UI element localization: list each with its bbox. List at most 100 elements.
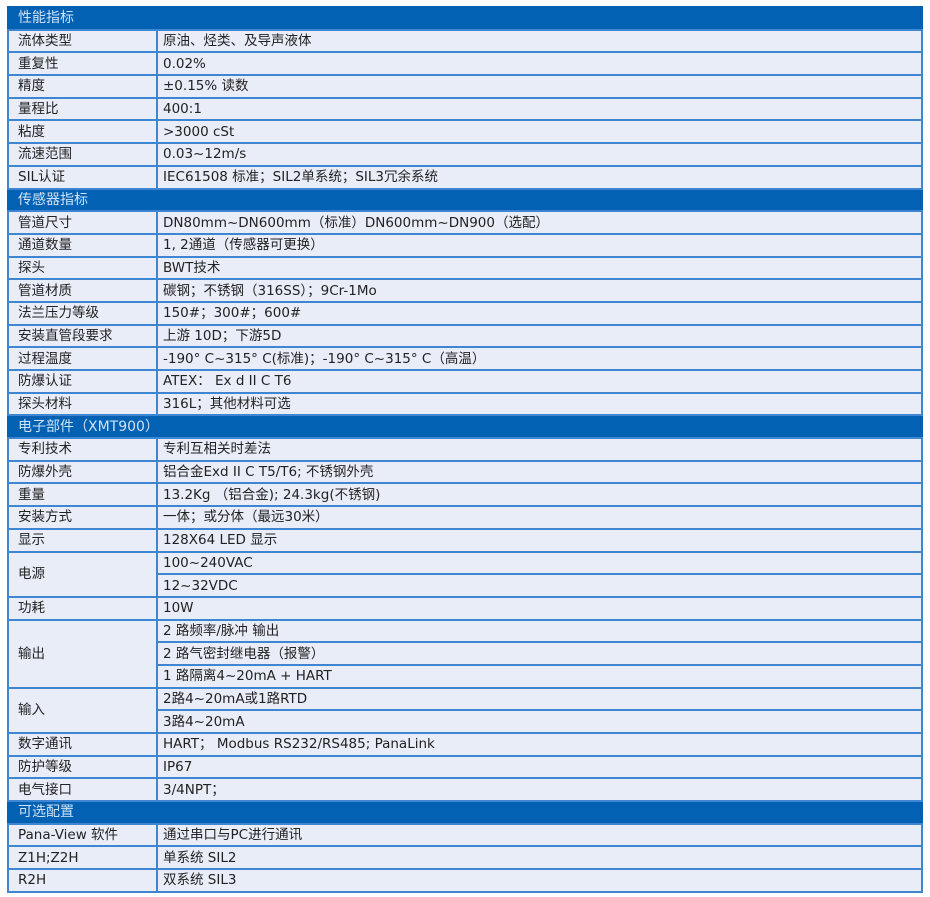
section-title: 电子部件（XMT900）: [7, 414, 923, 440]
table-row: 探头 BWT技术: [7, 255, 923, 281]
spec-value: DN80mm~DN600mm（标准）DN600mm~DN900（选配）: [156, 210, 923, 235]
spec-label: 功耗: [7, 595, 158, 621]
spec-label: SIL认证: [7, 164, 158, 190]
spec-value: 专利互相关时差法: [156, 437, 923, 462]
table-row: 功耗 10W: [7, 595, 923, 621]
spec-label: 通道数量: [7, 232, 158, 258]
spec-label: 流体类型: [7, 28, 158, 54]
spec-value: BWT技术: [156, 255, 923, 281]
table-row: 数字通讯 HART； Modbus RS232/RS485; PanaLink: [7, 732, 923, 757]
table-row: 精度 ±0.15% 读数: [7, 74, 923, 99]
table-row: 管道材质 碳钢；不锈钢（316SS）；9Cr-1Mo: [7, 278, 923, 303]
table-row: 探头材料 316L；其他材料可选: [7, 391, 923, 417]
spec-value: 1 路隔离4~20mA + HART: [156, 663, 923, 689]
table-row: Z1H;Z2H 单系统 SIL2: [7, 845, 923, 871]
spec-label: 电气接口: [7, 777, 158, 803]
spec-label: 防爆认证: [7, 369, 158, 394]
spec-value: 通过串口与PC进行通讯: [156, 822, 923, 848]
spec-value: 原油、烃类、及导声液体: [156, 28, 923, 54]
spec-value: 0.03~12m/s: [156, 142, 923, 167]
spec-value: 3路4~20mA: [156, 709, 923, 734]
spec-label: 输入: [7, 686, 158, 735]
table-row: 防爆外壳 铝合金Exd II C T5/T6; 不锈钢外壳: [7, 459, 923, 485]
spec-label: 重复性: [7, 51, 158, 77]
spec-label: 过程温度: [7, 346, 158, 371]
table-row: 显示 128X64 LED 显示: [7, 527, 923, 553]
spec-value: IEC61508 标准；SIL2单系统；SIL3冗余系统: [156, 164, 923, 190]
table-row: 重量 13.2Kg （铝合金); 24.3kg(不锈钢): [7, 482, 923, 508]
spec-label: 管道材质: [7, 278, 158, 303]
spec-label: R2H: [7, 868, 158, 893]
table-row: 防爆认证 ATEX： Ex d II C T6: [7, 369, 923, 394]
section-title: 性能指标: [7, 6, 923, 31]
spec-value: 316L；其他材料可选: [156, 391, 923, 417]
spec-value: 双系统 SIL3: [156, 868, 923, 893]
section-title: 可选配置: [7, 800, 923, 825]
table-row: 输入 2路4~20mA或1路RTD: [7, 686, 923, 735]
spec-value: 一体；或分体（最远30米）: [156, 505, 923, 530]
spec-value: 2路4~20mA或1路RTD: [156, 686, 923, 712]
spec-label: 探头材料: [7, 391, 158, 417]
spec-label: 精度: [7, 74, 158, 99]
spec-label: 法兰压力等级: [7, 300, 158, 326]
spec-label: 粘度: [7, 119, 158, 145]
spec-value: HART； Modbus RS232/RS485; PanaLink: [156, 732, 923, 757]
table-row: 量程比 400:1: [7, 96, 923, 122]
table-row: 过程温度 -190° C~315° C(标准)；-190° C~315° C（高温…: [7, 346, 923, 371]
spec-value: 150#；300#；600#: [156, 300, 923, 326]
spec-label: 防护等级: [7, 754, 158, 780]
table-row: 2 路气密封继电器（报警）: [8, 641, 923, 666]
spec-label: 安装直管段要求: [7, 323, 158, 349]
section-header-row: 电子部件（XMT900）: [7, 414, 923, 440]
table-row: SIL认证 IEC61508 标准；SIL2单系统；SIL3冗余系统: [7, 164, 923, 190]
table-row: 3路4~20mA: [8, 709, 923, 734]
spec-value: 13.2Kg （铝合金); 24.3kg(不锈钢): [156, 482, 923, 508]
spec-label: 防爆外壳: [7, 459, 158, 485]
spec-label: 管道尺寸: [7, 210, 158, 235]
spec-value: 400:1: [156, 96, 923, 122]
table-row: 粘度 >3000 cSt: [7, 119, 923, 145]
table-row: 通道数量 1, 2通道（传感器可更换）: [7, 232, 923, 258]
table-row: 安装方式 一体；或分体（最远30米）: [7, 505, 923, 530]
table-row: 管道尺寸 DN80mm~DN600mm（标准）DN600mm~DN900（选配）: [7, 210, 923, 235]
spec-value: -190° C~315° C(标准)；-190° C~315° C（高温）: [156, 346, 923, 371]
spec-value: 100~240VAC: [156, 550, 923, 576]
section-header-row: 性能指标: [7, 6, 923, 31]
spec-label: 电源: [7, 550, 158, 598]
table-row: 流速范围 0.03~12m/s: [7, 142, 923, 167]
table-row: 电气接口 3/4NPT；: [7, 777, 923, 803]
spec-label: 量程比: [7, 96, 158, 122]
spec-value: ±0.15% 读数: [156, 74, 923, 99]
spec-label: 探头: [7, 255, 158, 281]
spec-label: Pana-View 软件: [7, 822, 158, 848]
table-row: 12~32VDC: [8, 573, 923, 598]
spec-value: 12~32VDC: [156, 573, 923, 598]
table-row: 安装直管段要求 上游 10D；下游5D: [7, 323, 923, 349]
spec-table: 性能指标 流体类型 原油、烃类、及导声液体 重复性 0.02% 精度 ±0.15% 读数 量程…: [7, 6, 923, 893]
spec-value: 2 路频率/脉冲 输出: [156, 618, 923, 644]
spec-label: 安装方式: [7, 505, 158, 530]
section-title: 传感器指标: [7, 187, 923, 213]
section-header-row: 可选配置: [7, 800, 923, 825]
spec-value: 0.02%: [156, 51, 923, 77]
spec-value: 单系统 SIL2: [156, 845, 923, 871]
table-row: 流体类型 原油、烃类、及导声液体: [7, 28, 923, 54]
table-row: 电源 100~240VAC: [7, 550, 923, 598]
spec-table-body: 性能指标 流体类型 原油、烃类、及导声液体 重复性 0.02% 精度 ±0.15% 读数 量程…: [7, 6, 923, 893]
spec-value: 128X64 LED 显示: [156, 527, 923, 553]
table-row: 1 路隔离4~20mA + HART: [8, 663, 923, 689]
table-row: R2H 双系统 SIL3: [7, 868, 923, 893]
spec-label: 流速范围: [7, 142, 158, 167]
spec-value: 上游 10D；下游5D: [156, 323, 923, 349]
spec-value: 2 路气密封继电器（报警）: [156, 641, 923, 666]
spec-label: 数字通讯: [7, 732, 158, 757]
spec-value: 1, 2通道（传感器可更换）: [156, 232, 923, 258]
spec-label: 重量: [7, 482, 158, 508]
table-row: Pana-View 软件 通过串口与PC进行通讯: [7, 822, 923, 848]
spec-value: 碳钢；不锈钢（316SS）；9Cr-1Mo: [156, 278, 923, 303]
spec-label: 专利技术: [7, 437, 158, 462]
table-row: 防护等级 IP67: [7, 754, 923, 780]
table-row: 专利技术 专利互相关时差法: [7, 437, 923, 462]
section-header-row: 传感器指标: [7, 187, 923, 213]
spec-value: 3/4NPT；: [156, 777, 923, 803]
